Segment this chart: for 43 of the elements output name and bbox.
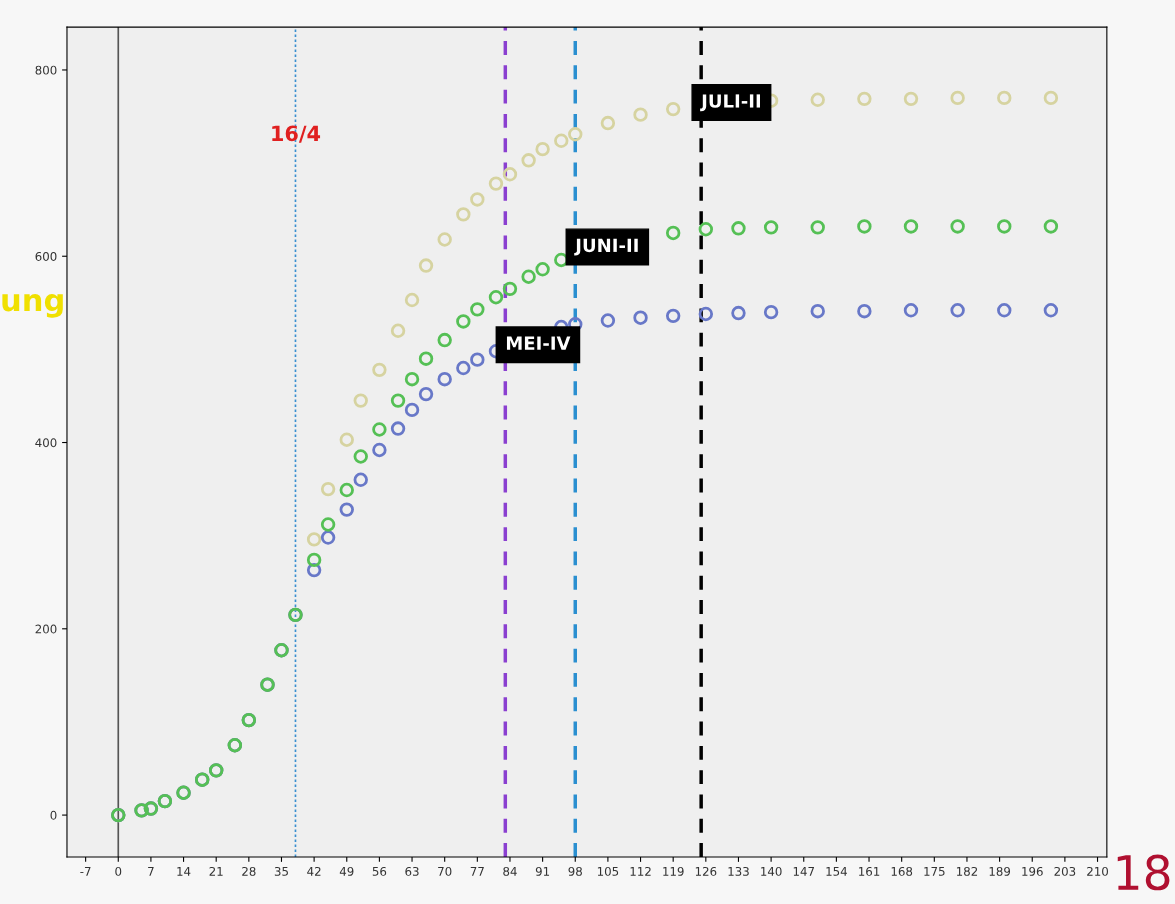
- x-tick-label: 189: [989, 866, 1011, 876]
- x-tick-label: 196: [1022, 866, 1043, 876]
- x-tick-label: 7: [148, 867, 154, 876]
- x-tick-label: 77: [470, 867, 484, 876]
- x-tick-label: 0: [115, 866, 122, 876]
- x-tick-label: 210: [1087, 866, 1109, 876]
- x-tick-label: 91: [535, 866, 550, 876]
- x-tick-label: 84: [503, 866, 517, 876]
- annotation: 16/4: [272, 125, 321, 143]
- x-tick-label: 105: [597, 866, 619, 876]
- y-tick-label: 600: [35, 251, 57, 261]
- x-tick-label: 21: [209, 866, 223, 876]
- text: 18: [1117, 854, 1170, 891]
- x-tick-label: 133: [728, 866, 749, 876]
- x-tick-label: 35: [274, 866, 288, 876]
- x-tick-label: 56: [372, 866, 387, 876]
- y-tick-label: 200: [35, 624, 57, 634]
- x-tick-label: 147: [793, 867, 814, 876]
- y-tick-label: 0: [50, 810, 57, 820]
- x-tick-label: 154: [826, 867, 847, 876]
- x-tick-label: -7: [80, 867, 91, 876]
- x-tick-label: 112: [630, 866, 651, 876]
- x-tick-label: 49: [339, 866, 354, 876]
- x-tick-label: 203: [1054, 866, 1076, 876]
- y-tick-label: 800: [35, 65, 57, 75]
- x-tick-label: 168: [891, 866, 913, 876]
- x-tick-label: 161: [859, 866, 880, 876]
- x-tick-label: 70: [438, 866, 452, 876]
- x-tick-label: 28: [242, 866, 256, 876]
- x-tick-label: 98: [568, 866, 582, 876]
- y-tick-label: 400: [35, 438, 57, 448]
- annotation: JUNI-II: [574, 238, 638, 256]
- annotation: JULI-II: [700, 94, 761, 112]
- x-tick-label: 119: [663, 866, 684, 876]
- text: ung: [2, 293, 63, 318]
- annotation: MEI-IV: [506, 336, 571, 350]
- x-tick-label: 182: [956, 866, 978, 876]
- x-tick-label: 140: [761, 866, 782, 876]
- x-tick-label: 175: [924, 867, 945, 876]
- x-tick-label: 14: [177, 867, 191, 876]
- x-tick-label: 126: [695, 866, 717, 876]
- x-tick-label: 42: [307, 866, 321, 876]
- x-tick-label: 63: [405, 866, 419, 876]
